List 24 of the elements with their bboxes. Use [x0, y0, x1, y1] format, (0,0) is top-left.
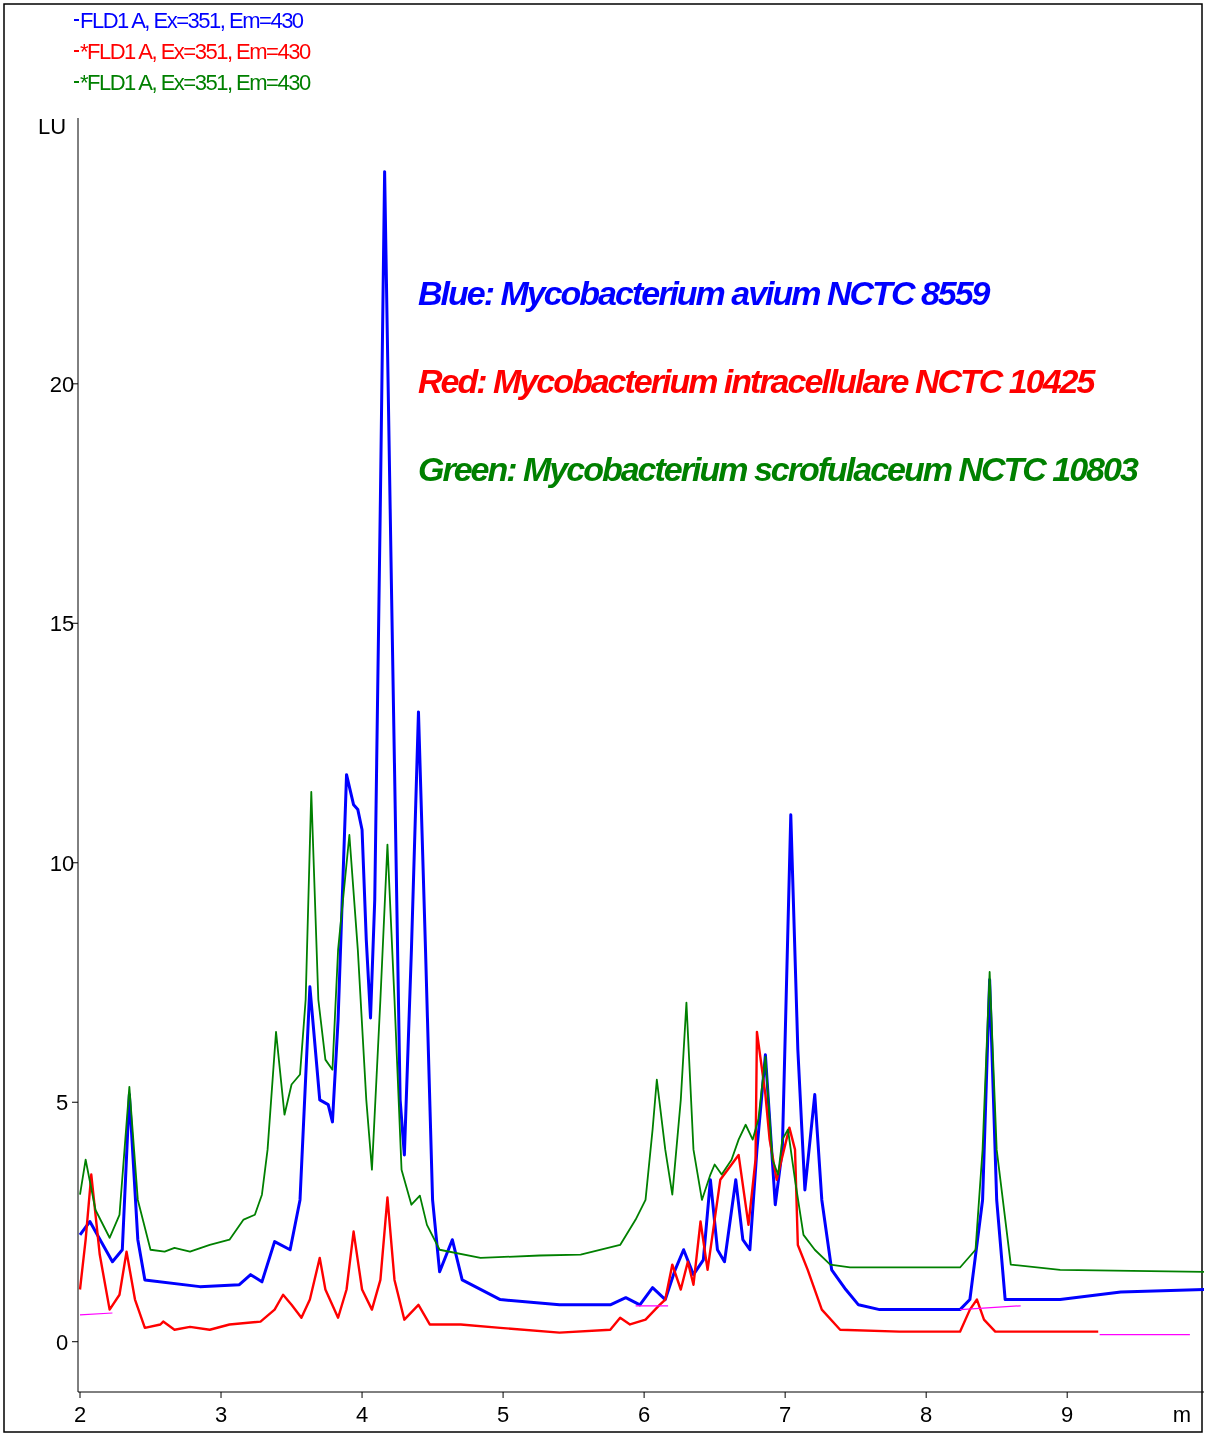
- y-axis-title: LU: [37, 114, 67, 139]
- x-tick-label: 4: [355, 1402, 369, 1427]
- legend-label: FLD1 A, Ex=351, Em=430: [80, 8, 304, 33]
- y-tick-label: 10: [49, 850, 75, 876]
- annotation: Blue: Mycobacterium avium NCTC 8559: [418, 274, 991, 312]
- annotation: Red: Mycobacterium intracellulare NCTC 10425: [418, 362, 1097, 400]
- line-series: [78, 170, 1206, 1312]
- x-tick-label: 8: [920, 1402, 933, 1427]
- x-tick-label: 3: [214, 1402, 228, 1427]
- y-tick-label: 15: [49, 611, 75, 637]
- x-axis-title: m: [1172, 1402, 1192, 1427]
- y-tick-label: 20: [49, 371, 75, 397]
- legend-label: *FLD1 A, Ex=351, Em=430: [80, 39, 311, 64]
- line-series: [79, 790, 1205, 1273]
- x-tick-label: 5: [496, 1402, 510, 1427]
- line-series: [78, 1030, 1100, 1334]
- annotation: Green: Mycobacterium scrofulaceum NCTC 10803: [418, 450, 1139, 488]
- x-tick-label: 7: [779, 1402, 792, 1427]
- x-tick-label: 9: [1061, 1402, 1074, 1427]
- y-tick-label: 0: [55, 1329, 69, 1355]
- legend-label: *FLD1 A, Ex=351, Em=430: [80, 70, 311, 95]
- x-tick-label: 6: [637, 1402, 651, 1427]
- y-tick-label: 5: [55, 1090, 69, 1116]
- x-tick-label: 2: [73, 1402, 87, 1427]
